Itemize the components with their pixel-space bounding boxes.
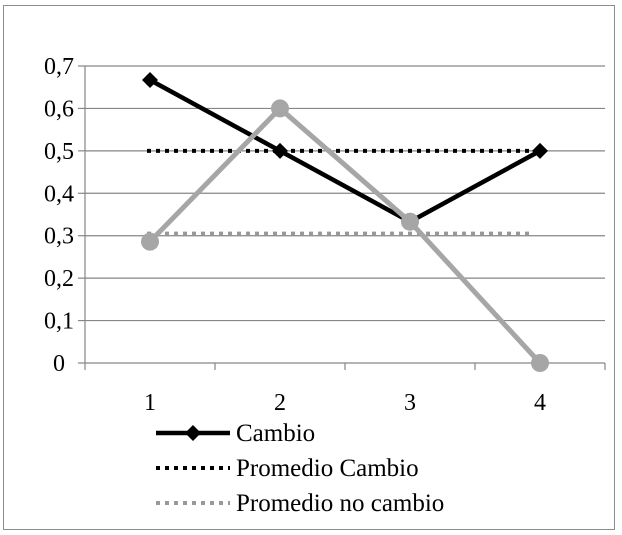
chart-frame (3, 5, 615, 530)
legend-item: Cambio (156, 420, 315, 447)
legend-item: Promedio no cambio (156, 490, 444, 517)
series-layer (141, 72, 549, 372)
y-tick-label: 0,2 (44, 266, 74, 292)
x-tick-label: 3 (404, 390, 416, 416)
y-tick-label: 0,1 (44, 309, 74, 335)
y-tick-label: 0,6 (44, 96, 74, 122)
data-point (532, 142, 548, 159)
data-point (272, 142, 288, 159)
gridlines (85, 65, 605, 322)
series-line (148, 105, 542, 365)
data-point (141, 232, 159, 251)
y-tick-label: 0,4 (44, 181, 74, 207)
y-tick-label: 0,7 (44, 54, 74, 80)
y-tick-label: 0,5 (44, 139, 74, 165)
series-unlabeled (141, 99, 549, 372)
data-point (271, 99, 289, 118)
legend-item: Promedio Cambio (156, 455, 419, 482)
legend-label: Promedio Cambio (236, 455, 419, 482)
legend: Cambio Promedio Cambio Promedio no cambio (156, 420, 444, 517)
data-point (401, 212, 419, 231)
data-point (531, 354, 549, 372)
x-tick-label: 1 (144, 390, 156, 416)
legend-label: Promedio no cambio (236, 490, 444, 517)
axes (78, 65, 606, 370)
x-tick-label: 2 (274, 390, 286, 416)
series-line (148, 78, 542, 224)
y-tick-labels: 0 0,1 0,2 0,3 0,4 0,5 0,6 0,7 (44, 54, 74, 377)
data-point (142, 72, 158, 89)
x-tick-label: 4 (534, 390, 546, 416)
legend-label: Cambio (236, 420, 315, 447)
x-tick-labels: 1 2 3 4 (144, 390, 546, 416)
legend-marker (185, 425, 201, 441)
y-tick-label: 0 (53, 351, 65, 377)
y-tick-label: 0,3 (44, 224, 74, 250)
